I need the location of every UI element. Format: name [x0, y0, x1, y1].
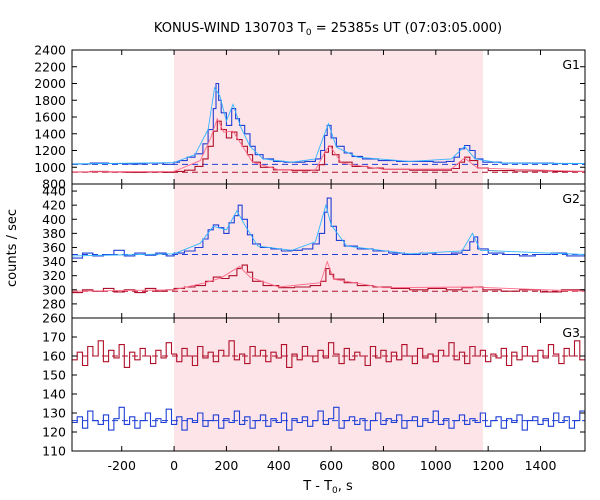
panel-g3: 110 120 130 140 150 160 170 G3 [42, 317, 586, 459]
x-tick-label: 400 [267, 458, 291, 473]
y-tick-label: 1400 [34, 126, 66, 141]
series-step-blue [72, 406, 585, 431]
x-tick-label: 200 [214, 458, 238, 473]
y-tick-label: 400 [42, 212, 66, 227]
burst-interval-shade [174, 184, 483, 318]
panel-label: G3 [562, 325, 580, 340]
series-line-lightblue [72, 203, 585, 257]
y-tick-label: 280 [42, 296, 66, 311]
y-tick-label: 140 [42, 387, 66, 402]
chart-title: KONUS-WIND 130703 T0 = 25385s UT (07:03:… [154, 21, 502, 38]
panels-layer: 80010001200140016001800200022002400G1260… [34, 43, 586, 473]
panel-data-layer [72, 82, 585, 173]
y-tick-label: 260 [42, 311, 66, 326]
y-tick-label: 360 [42, 240, 66, 255]
y-axis-label: counts / sec [5, 209, 20, 287]
x-axis-label: T - T0, s [302, 479, 353, 496]
y-tick-label: 2400 [34, 43, 66, 58]
y-tick-label: 2000 [34, 76, 66, 91]
y-tick-label: 380 [42, 226, 66, 241]
series-line-lightblue [72, 86, 585, 165]
y-tick-label: 1800 [34, 93, 66, 108]
y-tick-label: 150 [42, 368, 66, 383]
y-tick-label: 340 [42, 254, 66, 269]
series-step-red [72, 120, 585, 173]
y-tick-label: 1200 [34, 143, 66, 158]
x-tick-label: 800 [372, 458, 396, 473]
burst-interval-shade [174, 318, 483, 451]
y-tick-label: 130 [42, 406, 66, 421]
y-tick-label: 420 [42, 198, 66, 213]
y-tick-label: 2200 [34, 59, 66, 74]
y-tick-label: 440 [42, 184, 66, 199]
y-tick-label: 170 [42, 330, 66, 345]
series-step-red [72, 264, 585, 294]
series-step-red [72, 340, 585, 368]
y-tick-label: 800 [42, 177, 66, 192]
series-step-blue [72, 197, 585, 259]
series-line-pink [72, 117, 585, 173]
panel-label: G1 [562, 57, 580, 72]
y-tick-label: 300 [42, 282, 66, 297]
y-tick-label: 120 [42, 425, 66, 440]
series-line-pink [72, 260, 585, 292]
panel-data-layer [72, 340, 585, 431]
x-tick-label: 600 [319, 458, 343, 473]
y-tick-label: 110 [42, 444, 66, 459]
x-tick-label: 0 [170, 458, 178, 473]
panel-frame [71, 317, 586, 452]
panel-data-layer [72, 197, 585, 294]
x-tick-label: 1200 [472, 458, 504, 473]
y-tick-label: 160 [42, 349, 66, 364]
y-tick-label: 320 [42, 268, 66, 283]
x-tick-label: 1400 [525, 458, 557, 473]
x-tick-label: -200 [108, 458, 136, 473]
y-tick-label: 1000 [34, 160, 66, 175]
y-tick-label: 1600 [34, 110, 66, 125]
panel-label: G2 [562, 191, 580, 206]
x-tick-label: 1000 [420, 458, 452, 473]
